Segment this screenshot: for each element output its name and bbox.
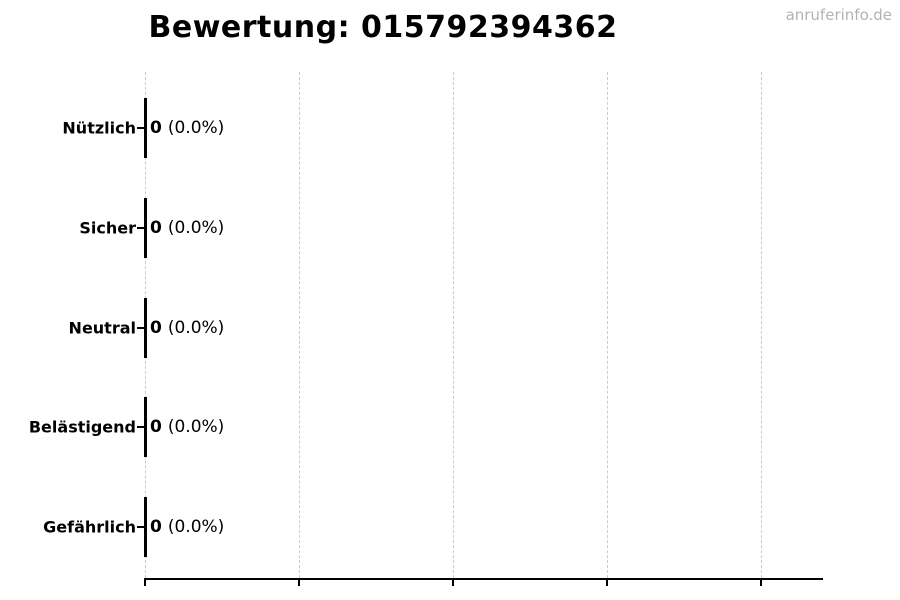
value-annotation: 0 (0.0%) — [150, 218, 224, 238]
y-axis-tick — [137, 426, 144, 428]
category-label: Nützlich — [62, 118, 136, 138]
y-axis-tick — [137, 127, 144, 129]
value-annotation: 0 (0.0%) — [150, 318, 224, 338]
value-annotation: 0 (0.0%) — [150, 417, 224, 437]
chart-title: Bewertung: 015792394362 — [148, 10, 618, 45]
bar-belaestigend — [144, 397, 147, 457]
x-axis-tick — [606, 578, 608, 586]
value-percent: (0.0%) — [167, 417, 225, 437]
value-count: 0 — [150, 218, 162, 238]
bar-nuetzlich — [144, 98, 147, 158]
gridline — [453, 72, 454, 578]
category-label: Neutral — [68, 318, 136, 338]
watermark: anruferinfo.de — [785, 6, 892, 24]
value-annotation: 0 (0.0%) — [150, 118, 224, 138]
y-axis-tick — [137, 327, 144, 329]
category-label: Gefährlich — [43, 517, 136, 537]
category-row: Neutral 0 (0.0%) — [0, 298, 900, 358]
bar-gefaehrlich — [144, 497, 147, 557]
y-axis-tick — [137, 526, 144, 528]
gridline — [607, 72, 608, 578]
gridline — [761, 72, 762, 578]
value-percent: (0.0%) — [167, 517, 225, 537]
value-percent: (0.0%) — [167, 218, 225, 238]
gridline — [299, 72, 300, 578]
x-axis-tick — [144, 578, 146, 586]
category-row: Sicher 0 (0.0%) — [0, 198, 900, 258]
value-count: 0 — [150, 517, 162, 537]
category-row: Nützlich 0 (0.0%) — [0, 98, 900, 158]
x-axis-tick — [760, 578, 762, 586]
value-annotation: 0 (0.0%) — [150, 517, 224, 537]
category-label: Belästigend — [28, 417, 136, 437]
y-axis-tick — [137, 227, 144, 229]
category-label: Sicher — [79, 218, 136, 238]
bar-sicher — [144, 198, 147, 258]
category-row: Gefährlich 0 (0.0%) — [0, 497, 900, 557]
x-axis-tick — [298, 578, 300, 586]
x-axis-tick — [452, 578, 454, 586]
value-count: 0 — [150, 417, 162, 437]
value-count: 0 — [150, 318, 162, 338]
value-percent: (0.0%) — [167, 118, 225, 138]
bar-neutral — [144, 298, 147, 358]
value-percent: (0.0%) — [167, 318, 225, 338]
category-row: Belästigend 0 (0.0%) — [0, 397, 900, 457]
value-count: 0 — [150, 118, 162, 138]
